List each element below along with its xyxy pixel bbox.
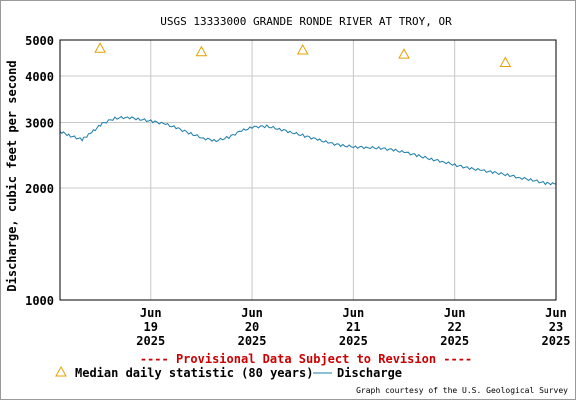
legend-discharge-label: Discharge	[337, 366, 402, 380]
legend: Median daily statistic (80 years) Discha…	[55, 365, 402, 380]
y-tick-label: 4000	[25, 70, 54, 84]
y-tick-label: 3000	[25, 117, 54, 131]
x-tick-label: Jun	[545, 306, 567, 320]
x-tick-label: 23	[549, 320, 563, 334]
y-tick-label: 5000	[25, 34, 54, 48]
y-tick-label: 1000	[25, 294, 54, 308]
x-tick-label: 2025	[238, 334, 267, 348]
median-marker	[499, 56, 512, 67]
chart-title: USGS 13333000 GRANDE RONDE RIVER AT TROY…	[160, 15, 452, 28]
x-tick-label: Jun	[343, 306, 365, 320]
median-marker	[94, 42, 106, 53]
median-marker	[296, 43, 309, 55]
y-axis-label: Discharge, cubic feet per second	[5, 60, 19, 291]
x-tick-label: 21	[346, 320, 360, 334]
median-statistic-markers	[94, 42, 512, 67]
y-tick-label: 2000	[25, 182, 54, 196]
x-axis: Jun192025Jun202025Jun212025Jun222025Jun2…	[136, 306, 570, 348]
x-tick-label: 22	[447, 320, 461, 334]
credit-text: Graph courtesy of the U.S. Geological Su…	[356, 386, 568, 395]
discharge-series-line	[59, 115, 557, 186]
plot-area	[60, 40, 556, 300]
legend-median-marker	[55, 365, 67, 377]
x-tick-label: 2025	[136, 334, 165, 348]
y-axis: 1000 2000 3000 4000 5000	[25, 34, 54, 308]
provisional-notice: ---- Provisional Data Subject to Revisio…	[140, 352, 472, 366]
median-marker	[398, 48, 410, 59]
x-tick-label: 2025	[542, 334, 571, 348]
x-tick-label: 19	[144, 320, 158, 334]
x-tick-label: 20	[245, 320, 259, 334]
x-tick-label: 2025	[339, 334, 368, 348]
x-tick-label: Jun	[241, 306, 263, 320]
x-tick-label: 2025	[440, 334, 469, 348]
x-tick-label: Jun	[444, 306, 466, 320]
plot-border	[59, 39, 557, 301]
median-marker	[195, 45, 208, 57]
x-tick-label: Jun	[140, 306, 162, 320]
legend-median-label: Median daily statistic (80 years)	[75, 366, 313, 380]
